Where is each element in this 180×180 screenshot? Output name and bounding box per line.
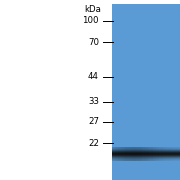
Bar xyxy=(112,157,180,158)
Bar xyxy=(159,147,163,161)
Bar xyxy=(112,148,180,149)
Text: kDa: kDa xyxy=(84,5,101,14)
Bar xyxy=(112,158,180,159)
Bar xyxy=(129,147,132,161)
Bar xyxy=(166,147,170,161)
Bar xyxy=(112,150,180,151)
Bar xyxy=(142,147,146,161)
Bar xyxy=(112,4,180,180)
Bar xyxy=(122,147,125,161)
Text: 22: 22 xyxy=(88,139,99,148)
Bar xyxy=(170,147,173,161)
Text: 70: 70 xyxy=(88,38,99,47)
Bar xyxy=(146,147,149,161)
Bar xyxy=(112,160,180,161)
Bar xyxy=(112,159,180,160)
Bar xyxy=(149,147,153,161)
Bar xyxy=(177,147,180,161)
Bar xyxy=(173,147,177,161)
Bar xyxy=(115,147,118,161)
Bar xyxy=(163,147,166,161)
Bar xyxy=(156,147,159,161)
Bar xyxy=(112,147,115,161)
Bar xyxy=(112,155,180,156)
Bar xyxy=(112,153,180,154)
Bar xyxy=(112,147,180,148)
Bar xyxy=(112,151,180,152)
Bar xyxy=(139,147,142,161)
Text: 100: 100 xyxy=(82,16,99,25)
Bar xyxy=(125,147,129,161)
Text: 44: 44 xyxy=(88,72,99,81)
Bar xyxy=(112,149,180,150)
Text: 33: 33 xyxy=(88,97,99,106)
Bar xyxy=(136,147,139,161)
Bar xyxy=(132,147,136,161)
Text: 27: 27 xyxy=(88,117,99,126)
Bar xyxy=(112,154,180,155)
Bar xyxy=(112,152,180,153)
Bar xyxy=(118,147,122,161)
Bar xyxy=(112,156,180,157)
Bar xyxy=(153,147,156,161)
